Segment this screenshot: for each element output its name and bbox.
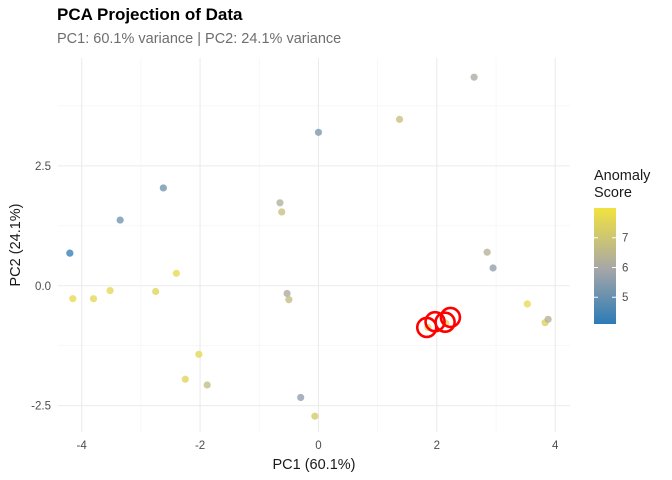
legend-title-line-2: Score [594, 185, 632, 201]
data-point [89, 295, 98, 303]
anomaly-highlight-ring [434, 311, 456, 333]
data-point [181, 375, 189, 383]
highlighted-points [415, 306, 462, 339]
data-point [116, 216, 124, 224]
minor-gridlines [58, 58, 570, 432]
color-legend: Anomaly Score 5 6 7 [594, 168, 651, 324]
major-gridlines [58, 58, 570, 432]
data-point [285, 296, 293, 304]
y-tick-label: -2.5 [31, 401, 51, 413]
axis-tick-labels: -4 -2 0 2 4 -2.5 0.0 2.5 [31, 161, 559, 452]
data-point [523, 300, 531, 308]
legend-colorbar [594, 208, 616, 324]
chart-title: PCA Projection of Data [57, 5, 243, 24]
data-point [159, 184, 167, 192]
legend-tick-label: 5 [622, 292, 628, 304]
x-tick-label: 4 [552, 440, 559, 452]
y-tick-label: 0.0 [35, 281, 51, 293]
data-point [544, 315, 552, 323]
data-point [311, 412, 319, 420]
anomaly-highlight-ring [439, 306, 462, 329]
legend-tick-label: 7 [622, 233, 628, 245]
legend-tick-label: 6 [622, 262, 628, 274]
x-tick-label: 0 [315, 440, 321, 452]
anomaly-highlight-ring [424, 310, 446, 333]
data-point [106, 286, 114, 295]
y-axis-label: PC2 (24.1%) [8, 203, 24, 286]
data-point [195, 350, 203, 358]
legend-title-line-1: Anomaly [594, 168, 651, 184]
data-point [152, 287, 160, 296]
x-tick-label: -2 [195, 440, 205, 452]
data-point [203, 381, 211, 389]
x-tick-label: -4 [77, 440, 88, 452]
data-point [314, 128, 323, 136]
data-point [395, 115, 404, 123]
data-point [66, 249, 74, 257]
y-tick-label: 2.5 [35, 161, 51, 173]
data-point [278, 208, 286, 216]
chart-subtitle: PC1: 60.1% variance | PC2: 24.1% varianc… [57, 31, 342, 47]
data-point [489, 264, 497, 272]
x-tick-label: 2 [434, 440, 440, 452]
data-point [276, 199, 284, 207]
data-point [297, 393, 305, 402]
data-point [172, 269, 180, 277]
data-point [483, 248, 491, 256]
data-point [283, 289, 291, 298]
x-axis-label: PC1 (60.1%) [272, 457, 355, 473]
data-point [470, 73, 478, 81]
data-point [69, 295, 77, 303]
data-points [66, 73, 552, 420]
